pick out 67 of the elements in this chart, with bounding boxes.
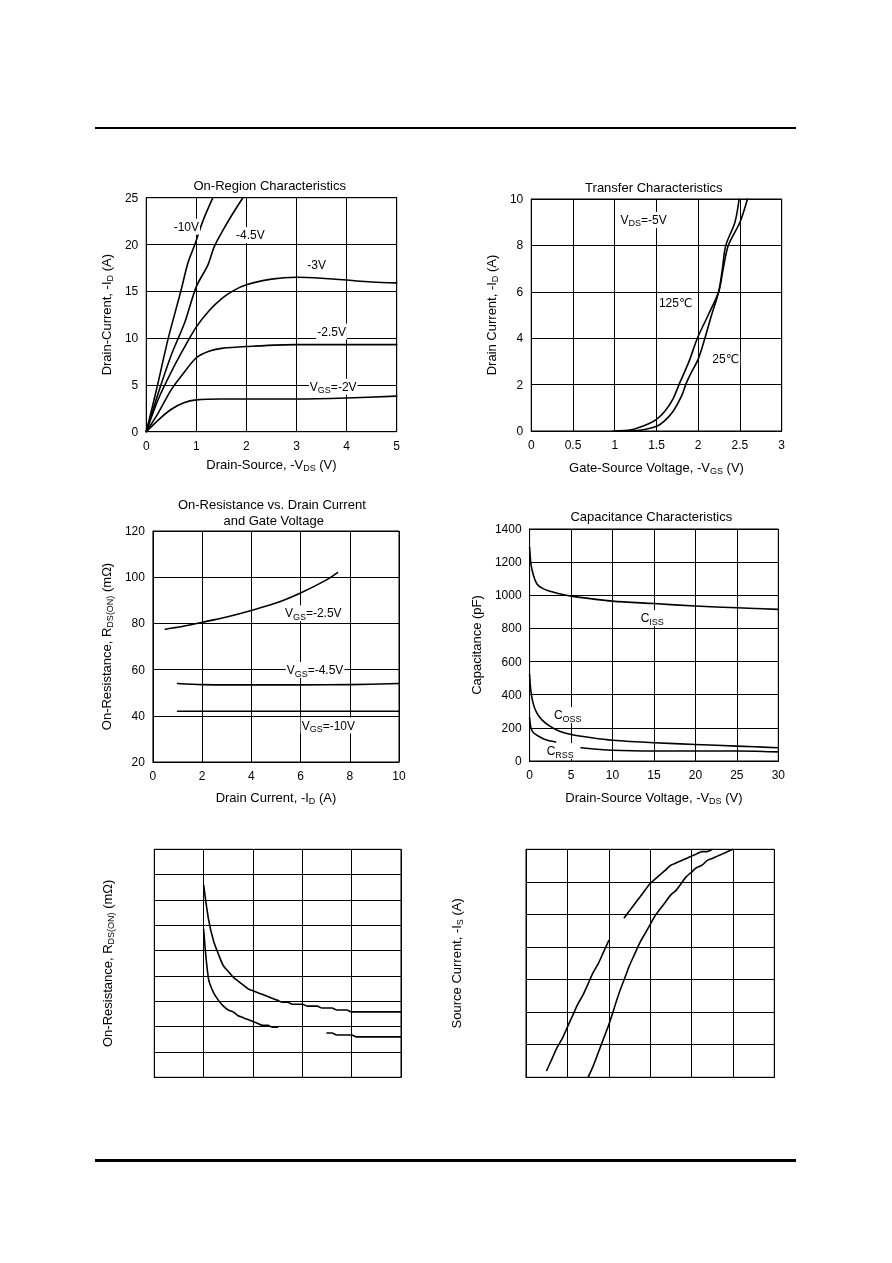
x-tick-label: 10 bbox=[392, 769, 406, 783]
y-tick-label: 800 bbox=[501, 621, 522, 636]
y-tick-label: 80 bbox=[131, 616, 146, 631]
y-tick-label: 0 bbox=[516, 424, 524, 438]
y-tick-label: 4 bbox=[516, 331, 524, 346]
y-tick-label: 2 bbox=[516, 377, 524, 392]
y-tick-label: 8 bbox=[516, 238, 524, 253]
y-tick-label: 20 bbox=[131, 755, 146, 769]
annotation: -4.5V bbox=[236, 228, 265, 243]
y-axis-title: Drain-Current, -ID (A) bbox=[98, 254, 115, 376]
x-tick-label: 20 bbox=[688, 768, 703, 782]
y-tick-label: 400 bbox=[501, 687, 522, 702]
y-tick-label: 60 bbox=[131, 662, 146, 677]
y-tick-label: 25 bbox=[124, 190, 139, 205]
x-tick-label: 0.5 bbox=[564, 438, 582, 452]
x-tick-label: 1 bbox=[192, 438, 200, 453]
x-tick-label: 15 bbox=[647, 768, 661, 782]
x-tick-label: 8 bbox=[346, 769, 354, 783]
y-axis-title: Drain Current, -ID (A) bbox=[483, 254, 500, 376]
x-tick-label: 3 bbox=[778, 438, 786, 452]
y-tick-label: 40 bbox=[131, 708, 146, 723]
y-tick-label: 0 bbox=[131, 424, 139, 439]
y-tick-label: 15 bbox=[124, 284, 139, 299]
annotation: 125℃ bbox=[658, 296, 693, 311]
x-tick-label: 0 bbox=[526, 768, 534, 782]
annotation: -10V bbox=[173, 219, 199, 234]
y-axis-title: Source Current, -IS (A) bbox=[448, 898, 465, 1029]
x-tick-label: 10 bbox=[605, 768, 620, 782]
chart-title: On-Resistance vs. Drain Current and Gate Voltage bbox=[177, 496, 370, 528]
chart-title: Transfer Characteristics bbox=[585, 179, 724, 195]
x-tick-label: 0 bbox=[149, 769, 157, 783]
x-tick-label: 6 bbox=[297, 769, 305, 783]
annotation: -3V bbox=[307, 258, 326, 273]
x-tick-label: 30 bbox=[771, 768, 786, 782]
x-tick-label: 0 bbox=[527, 438, 535, 452]
x-tick-label: 5 bbox=[567, 768, 575, 782]
y-tick-label: 600 bbox=[501, 654, 522, 669]
x-tick-label: 3 bbox=[293, 438, 301, 453]
chart-title: On-Region Characteristics bbox=[193, 177, 347, 193]
annotation: -2.5V bbox=[317, 324, 346, 339]
x-tick-label: 4 bbox=[343, 438, 351, 453]
y-tick-label: 1400 bbox=[494, 522, 522, 536]
x-tick-label: 2.5 bbox=[731, 438, 749, 452]
chart-title: Capacitance Characteristics bbox=[570, 508, 733, 524]
y-axis-title: On-Resistance, RDS(ON) (mΩ) bbox=[98, 562, 115, 731]
y-tick-label: 0 bbox=[514, 754, 522, 768]
y-axis-title: On-Resistance, RDS(ON) (mΩ) bbox=[99, 879, 116, 1047]
y-tick-label: 200 bbox=[501, 720, 522, 735]
y-tick-label: 5 bbox=[131, 377, 139, 392]
x-tick-label: 2 bbox=[243, 438, 251, 453]
annotation: 25℃ bbox=[712, 352, 740, 367]
x-tick-label: 1 bbox=[611, 438, 619, 452]
x-tick-label: 2 bbox=[198, 769, 206, 783]
y-tick-label: 120 bbox=[124, 524, 146, 538]
y-tick-label: 1000 bbox=[494, 588, 522, 603]
y-tick-label: 1200 bbox=[494, 555, 522, 570]
y-tick-label: 100 bbox=[124, 570, 146, 585]
x-tick-label: 25 bbox=[730, 768, 744, 782]
y-tick-label: 6 bbox=[516, 284, 524, 299]
y-tick-label: 20 bbox=[124, 237, 139, 252]
y-axis-title: Capacitance (pF) bbox=[468, 595, 484, 695]
y-tick-label: 10 bbox=[509, 192, 524, 206]
x-tick-label: 1.5 bbox=[648, 438, 666, 452]
y-tick-label: 10 bbox=[124, 331, 139, 346]
x-tick-label: 4 bbox=[248, 769, 256, 783]
x-tick-label: 2 bbox=[694, 438, 702, 452]
x-tick-label: 5 bbox=[393, 438, 401, 453]
